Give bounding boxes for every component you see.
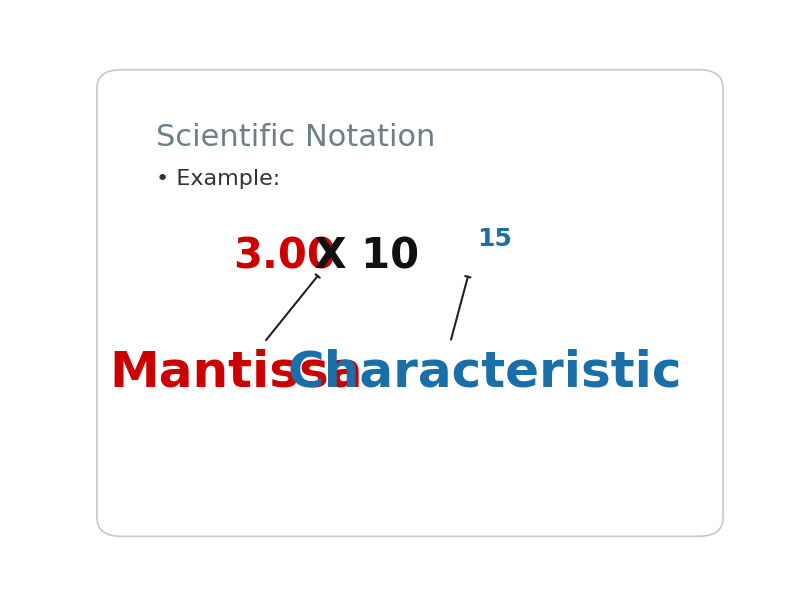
Text: 3.00: 3.00	[233, 236, 336, 278]
Text: Mantissa: Mantissa	[110, 348, 363, 396]
FancyBboxPatch shape	[97, 70, 723, 536]
Text: Characteristic: Characteristic	[287, 348, 682, 396]
Text: X 10: X 10	[300, 236, 419, 278]
Text: 15: 15	[477, 227, 512, 251]
Text: • Example:: • Example:	[156, 169, 280, 189]
Text: Scientific Notation: Scientific Notation	[156, 123, 435, 152]
